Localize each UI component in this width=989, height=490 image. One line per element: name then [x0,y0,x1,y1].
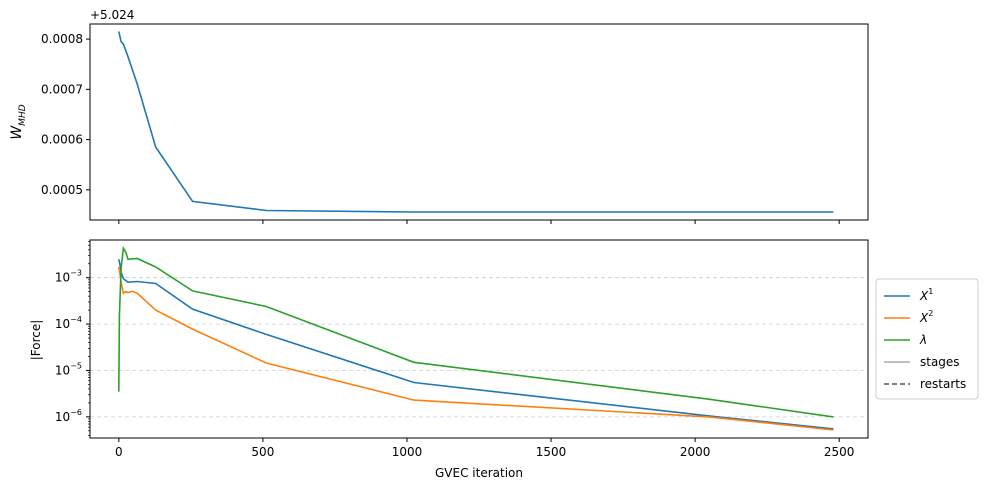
bottom-grid [90,277,868,418]
legend-entry: stages [884,355,960,369]
legend-entry: λ [884,333,927,347]
legend-entry: restarts [884,377,966,391]
bottom-xtick-label: 2500 [824,445,855,459]
bottom-ytick-label: 10−4 [55,315,82,331]
legend-box [875,278,979,400]
legend-label: λ [919,333,927,347]
legend: X1 X2 λ stages restarts [875,278,979,400]
bottom-ytick-label: 10−6 [55,408,82,424]
top-ytick-label: 0.0007 [41,82,83,96]
bottom-ytick-label: 10−3 [55,269,82,285]
bottom-xtick-label: 2000 [680,445,711,459]
top-offset-label: +5.024 [90,8,134,22]
top-ytick-label: 0.0008 [41,32,83,46]
legend-entry: X2 [884,309,933,325]
top-series [118,31,834,213]
bottom-series-line-2 [118,245,834,418]
bottom-ytick-label: 10−5 [55,361,82,377]
bottom-panel: |Force| GVEC iteration 10−610−510−410−3 … [29,239,869,480]
bottom-xtick-label: 1000 [392,445,423,459]
legend-label: restarts [920,377,966,391]
bottom-xlabel: GVEC iteration [435,466,523,480]
top-series-line-0 [118,31,834,213]
top-panel: +5.024 WMHD 0.0005 0.0006 0.0007 0.0008 [9,8,869,224]
bottom-xtick-label: 0 [115,445,123,459]
top-ylabel-main: W [9,125,25,140]
bottom-xticks: 0 500 1000 1500 2000 2500 [115,438,854,459]
top-ylabel-sub: MHD [18,104,28,126]
bottom-ylabel: |Force| [29,320,43,361]
legend-label: X1 [919,287,933,303]
bottom-xtick-label: 1500 [536,445,567,459]
top-xticks [118,220,840,224]
bottom-yticks: 10−6 10−5 10−4 10−3 [55,241,90,436]
legend-label: X2 [919,309,933,325]
bottom-series [118,245,834,431]
top-yticks: 0.0005 0.0006 0.0007 0.0008 [41,32,90,197]
bottom-axes-frame [89,239,869,439]
bottom-series-line-1 [118,266,834,431]
top-ytick-label: 0.0005 [41,183,83,197]
top-ylabel: WMHD [9,104,28,139]
legend-label: stages [920,355,960,369]
legend-entry: X1 [884,287,933,303]
bottom-xtick-label: 500 [251,445,274,459]
top-axes-frame [89,23,869,221]
top-ytick-label: 0.0006 [41,133,83,147]
